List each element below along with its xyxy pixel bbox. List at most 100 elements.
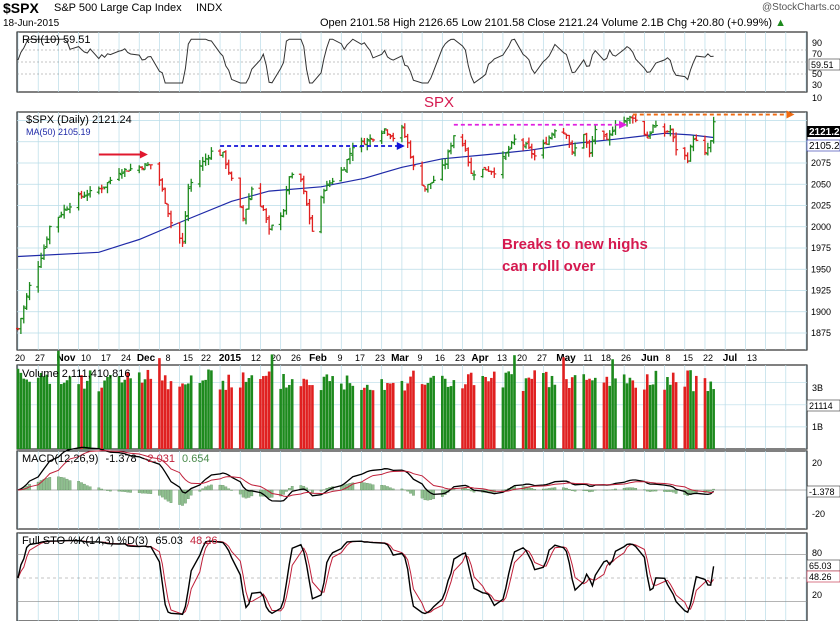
volume-bar — [319, 390, 323, 449]
ohlc-bar — [645, 131, 650, 139]
arrow-head — [786, 110, 795, 119]
stoch-tick-80: 80 — [812, 548, 822, 558]
volume-bar — [360, 389, 363, 449]
macd-legend-name: MACD(12,26,9) — [22, 453, 98, 465]
chg-label: Chg — [666, 17, 688, 29]
ohlc-bar — [27, 282, 32, 301]
macd-hist-bar — [365, 482, 369, 491]
stoch-d-badge-bg — [806, 570, 840, 583]
macd-hist-bar — [325, 487, 329, 491]
volume-bar — [605, 376, 609, 449]
macd-hist-bar — [371, 484, 375, 491]
price-tick-label: 1925 — [811, 286, 831, 296]
macd-hist-bar — [302, 485, 306, 491]
macd-hist-bar — [423, 489, 427, 501]
ohlc-bar — [607, 130, 612, 146]
volume-bar — [484, 376, 487, 449]
price-tick-label: 1975 — [811, 243, 831, 253]
volume-tick-1b: 1B — [812, 422, 823, 432]
x-axis-label: 27 — [35, 353, 45, 363]
annotation-arrow-red — [98, 150, 148, 159]
ohlc-bar — [399, 124, 404, 143]
volume-bar — [250, 375, 254, 449]
volume-bar — [270, 354, 274, 449]
macd-hist-bar — [123, 489, 127, 492]
volume-bar — [686, 370, 689, 449]
ohlc-bar — [229, 171, 234, 181]
x-axis-label: 17 — [101, 353, 111, 363]
macd-hist-bar — [342, 484, 346, 491]
annotation-arrows — [98, 110, 795, 159]
volume-bar — [487, 381, 490, 449]
macd-hist-bar — [412, 489, 415, 496]
volume-bar — [230, 387, 233, 449]
macd-hist-bar — [380, 484, 384, 491]
macd-hist-bar — [429, 489, 433, 500]
open-label: Open — [320, 17, 347, 29]
x-axis-label: Dec — [137, 353, 156, 364]
macd-hist-bar — [628, 487, 632, 491]
chg-value: +20.80 (+0.99%) — [690, 17, 773, 29]
arrow-head — [619, 120, 628, 129]
index-name: S&P 500 Large Cap Index — [54, 2, 182, 14]
x-axis-label: 23 — [455, 353, 465, 363]
volume-bar — [674, 382, 678, 449]
macd-hist-bar — [178, 489, 181, 505]
volume-bar — [262, 376, 265, 449]
volume-bar — [218, 389, 222, 449]
volume-bar — [22, 378, 26, 449]
macd-hist-bar — [218, 484, 222, 491]
volume-bar — [247, 378, 251, 449]
macd-hist-bar — [158, 489, 161, 496]
price-axis: 2075 2050 2025 2000 1975 1950 1925 1900 1875 — [811, 158, 831, 338]
ohlc-bar — [99, 184, 104, 194]
macd-hist-bar — [146, 489, 150, 494]
rsi-grid — [17, 32, 807, 92]
macd-hist-bar — [469, 489, 473, 492]
macd-hist-bar — [663, 489, 666, 492]
volume-bar — [628, 377, 632, 449]
volume-bar — [412, 370, 415, 449]
ohlc-bar — [503, 152, 508, 161]
volume-bar — [244, 381, 248, 449]
ohlc-bar — [246, 193, 251, 210]
volume-bar — [654, 370, 658, 449]
volume-bar — [106, 376, 109, 449]
macd-hist-bar — [181, 489, 184, 506]
annotation-arrow-blue — [220, 142, 405, 150]
ohlc-bar — [105, 182, 110, 194]
macd-badge-bg — [806, 485, 840, 498]
ohlc-bar — [532, 149, 537, 161]
volume-bar — [593, 377, 597, 449]
ohlc-bar — [567, 134, 572, 148]
volume-bar — [461, 388, 464, 449]
ohlc-bar — [143, 163, 148, 171]
volume-bar — [345, 375, 349, 449]
ohlc-bar — [408, 140, 413, 159]
volume-bar — [443, 378, 447, 449]
macd-hist-bar — [406, 489, 410, 492]
price-tick-label: 2075 — [811, 158, 831, 168]
close-value: 2121.24 — [558, 17, 599, 29]
macd-hist-bar — [386, 486, 389, 491]
ohlc-bar — [625, 117, 630, 127]
volume-value: 2.1B — [641, 17, 664, 29]
volume-bar — [77, 384, 80, 449]
volume-bar — [469, 372, 473, 449]
volume-bar — [547, 387, 551, 449]
ohlc-bar — [451, 135, 456, 149]
macd-hist-bar — [169, 489, 173, 503]
macd-hist-bar — [109, 489, 112, 492]
macd-hist-bar — [129, 489, 132, 493]
volume-bar — [409, 376, 412, 449]
x-axis-label: 9 — [417, 353, 422, 363]
volume-bar — [322, 376, 326, 449]
ohlc-bar — [56, 216, 61, 233]
ohlc-bar — [691, 135, 696, 152]
volume-bar — [83, 388, 86, 449]
volume-bar — [161, 380, 164, 449]
macd-hist-bar — [530, 488, 534, 491]
macd-hist-bar — [68, 480, 72, 491]
volume-bar — [565, 379, 568, 449]
volume-bar — [585, 379, 588, 449]
